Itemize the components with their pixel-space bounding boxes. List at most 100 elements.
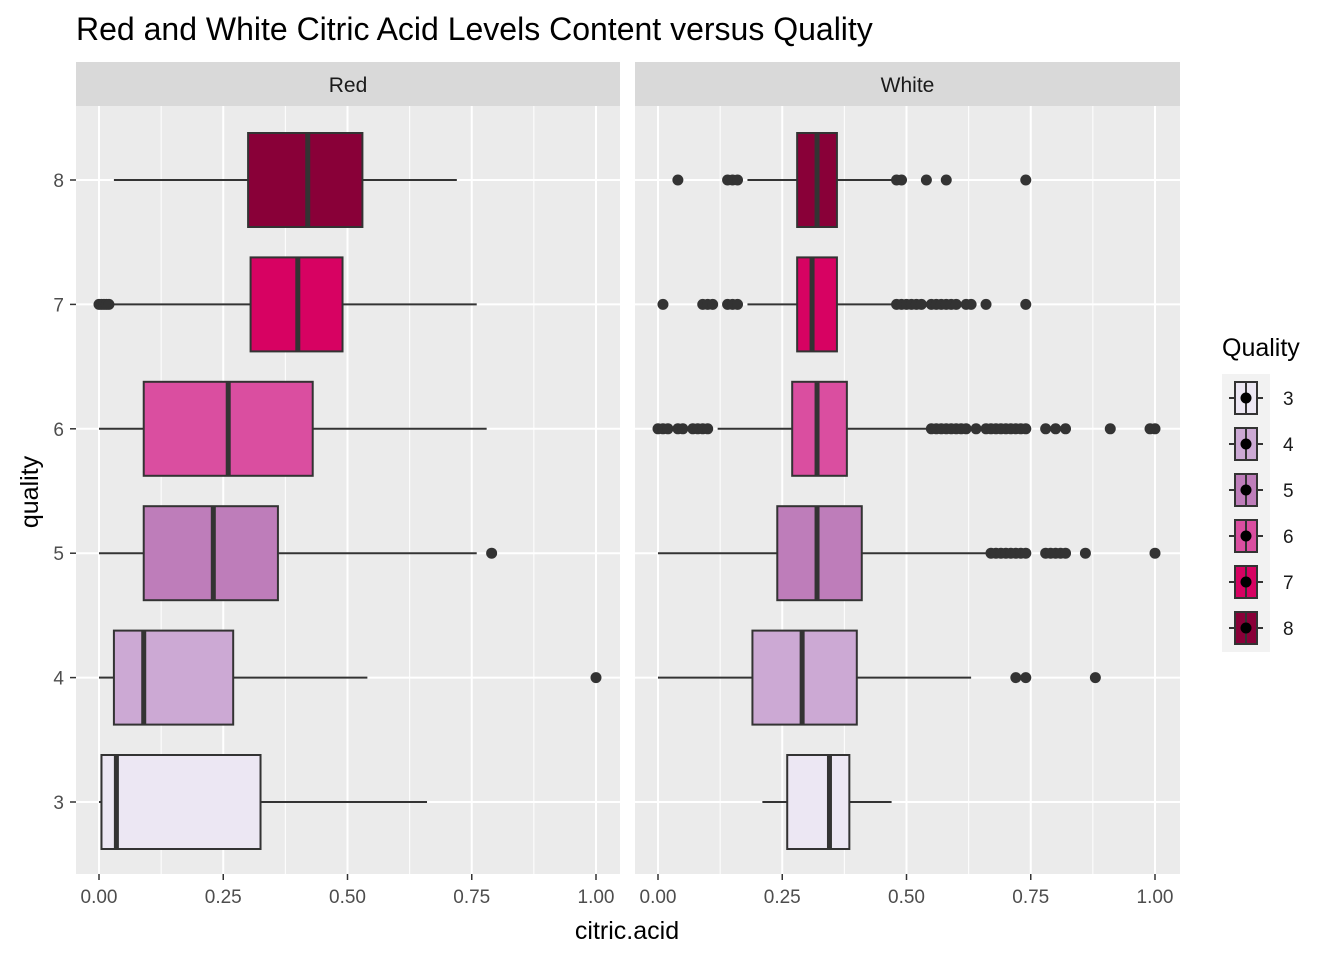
box-iqr [796,256,838,353]
outlier-point [732,298,744,310]
outlier-point [980,298,992,310]
y-axis-title: quality [16,455,44,528]
box-iqr [112,629,235,726]
outlier-point [1020,298,1032,310]
strip-label: Red [329,74,368,97]
y-tick-label: 6 [53,420,64,441]
panel-white: White 0.00 0.25 0.50 0.75 1.00 [635,62,1180,908]
legend-label: 7 [1283,573,1294,594]
outlier-point [1020,547,1032,559]
box-quality-8 [113,132,457,228]
box-iqr [786,754,851,850]
legend-label: 8 [1283,619,1294,640]
outlier-point [1089,672,1101,684]
strip-background [76,62,620,106]
outlier-point [970,423,982,435]
box-quality-8 [672,132,1032,228]
box-quality-7 [93,256,477,353]
outlier-point [1010,672,1022,684]
box-iqr [100,754,262,850]
legend-label: 5 [1283,481,1294,502]
outlier-point [677,423,689,435]
legend-key-7 [1229,565,1263,599]
x-tick-label: 0.00 [81,887,118,908]
y-tick-label: 8 [53,171,64,192]
outlier-point [950,298,962,310]
box-quality-5 [99,505,498,602]
legend-key-6 [1229,519,1263,553]
outlier-point [657,298,669,310]
y-tick-label: 3 [53,793,64,814]
x-tick-label: 1.00 [578,887,615,908]
outlier-point [662,423,674,435]
legend-key-point [1240,484,1252,496]
outlier-point [1149,423,1161,435]
x-tick-label: 0.25 [764,887,801,908]
legend-key-8 [1229,611,1263,645]
x-axis-title: citric.acid [575,917,679,945]
outlier-point [1050,423,1062,435]
box-quality-4 [99,629,602,726]
legend-key-point [1240,392,1252,404]
outlier-point [702,423,714,435]
legend-key-point [1240,438,1252,450]
outlier-point [965,298,977,310]
x-tick-label: 0.50 [888,887,925,908]
legend-label: 4 [1283,435,1294,456]
y-tick-label: 5 [53,544,64,565]
chart-title: Red and White Citric Acid Levels Content… [76,11,873,47]
x-tick-label: 0.75 [1012,887,1049,908]
outlier-point [1060,547,1072,559]
outlier-point [940,174,952,186]
legend-label: 6 [1283,527,1294,548]
outlier-point [915,298,927,310]
outlier-point [920,174,932,186]
facet-panels: Red 0.00 0.25 0.50 0.75 1.00 White 0.00 0.25 0.50… [76,62,1180,908]
legend-title: Quality [1222,334,1300,362]
legend-label: 3 [1283,389,1294,410]
outlier-point [103,298,115,310]
outlier-point [732,174,744,186]
outlier-point [1079,547,1091,559]
y-tick-label: 4 [53,669,64,690]
panel-red: Red 0.00 0.25 0.50 0.75 1.00 [76,62,620,908]
y-tick-label: 7 [53,295,64,316]
legend-key-point [1240,622,1252,634]
x-tick-label: 1.00 [1137,887,1174,908]
x-tick-label: 0.75 [453,887,490,908]
outlier-point [896,174,908,186]
outlier-point [1104,423,1116,435]
box-quality-5 [658,505,1161,602]
strip-label: White [881,74,935,97]
strip-background [635,62,1180,106]
outlier-point [1149,547,1161,559]
outlier-point [1060,423,1072,435]
box-quality-3 [762,754,892,850]
outlier-point [960,423,972,435]
outlier-point [1020,672,1032,684]
outlier-point [1020,423,1032,435]
legend-key-4 [1229,427,1263,461]
outlier-point [1020,174,1032,186]
box-quality-7 [657,256,1032,353]
x-tick-label: 0.00 [640,887,677,908]
legend-key-point [1240,576,1252,588]
box-quality-6 [99,380,487,477]
box-quality-4 [658,629,1101,726]
legend-background [1222,374,1270,652]
legend-key-5 [1229,473,1263,507]
y-axis: 3 4 5 6 7 8 [53,171,76,814]
x-tick-label: 0.50 [329,887,366,908]
legend-key-3 [1229,381,1263,415]
outlier-point [707,298,719,310]
legend: Quality 3 4 5 6 7 8 [1222,334,1300,652]
x-tick-label: 0.25 [205,887,242,908]
outlier-point [590,672,602,684]
outlier-point [672,174,684,186]
outlier-point [486,547,498,559]
box-quality-3 [99,754,428,850]
legend-items: 3 4 5 6 7 8 [1229,381,1294,645]
box-quality-6 [652,380,1161,477]
outlier-point [1040,423,1052,435]
